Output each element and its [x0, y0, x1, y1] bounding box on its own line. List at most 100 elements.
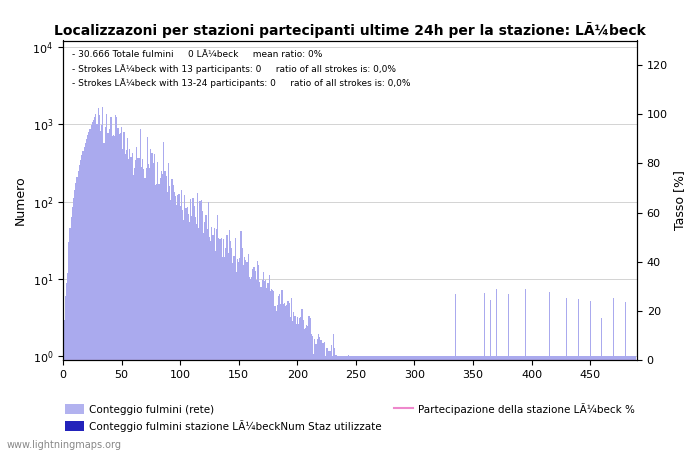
- Bar: [436, 356, 438, 450]
- Bar: [622, 356, 624, 450]
- Bar: [86, 139, 87, 450]
- Text: www.lightningmaps.org: www.lightningmaps.org: [7, 440, 122, 450]
- Bar: [266, 288, 267, 450]
- Bar: [585, 356, 586, 450]
- Bar: [292, 321, 293, 450]
- Bar: [260, 287, 262, 450]
- Bar: [236, 272, 237, 450]
- Bar: [384, 356, 386, 450]
- Bar: [64, 320, 65, 450]
- Bar: [553, 356, 554, 450]
- Bar: [307, 326, 309, 450]
- Bar: [516, 356, 517, 450]
- Bar: [216, 229, 217, 450]
- Bar: [417, 356, 419, 450]
- Bar: [349, 356, 351, 450]
- Bar: [312, 337, 313, 450]
- Bar: [537, 356, 538, 450]
- Bar: [607, 356, 608, 450]
- Bar: [69, 229, 71, 450]
- Bar: [568, 356, 570, 450]
- Bar: [300, 317, 302, 450]
- Bar: [175, 196, 176, 450]
- Bar: [123, 132, 125, 450]
- Bar: [337, 356, 339, 450]
- Bar: [514, 356, 516, 450]
- Bar: [134, 168, 135, 450]
- Bar: [132, 153, 133, 450]
- Bar: [545, 356, 546, 450]
- Bar: [536, 356, 537, 450]
- Partecipazione della stazione LÃ¼beck %: [344, 357, 352, 363]
- Bar: [81, 155, 83, 450]
- Bar: [440, 356, 441, 450]
- Bar: [67, 273, 69, 450]
- Bar: [554, 356, 556, 450]
- Bar: [162, 174, 163, 450]
- Bar: [491, 356, 492, 450]
- Bar: [535, 356, 536, 450]
- Bar: [454, 356, 455, 450]
- Bar: [128, 159, 130, 450]
- Bar: [286, 305, 287, 450]
- Bar: [287, 301, 288, 450]
- Bar: [100, 131, 101, 450]
- Bar: [101, 125, 102, 450]
- Bar: [522, 356, 523, 450]
- Bar: [624, 302, 626, 450]
- Bar: [356, 356, 358, 450]
- Bar: [422, 356, 423, 450]
- Bar: [95, 114, 97, 450]
- Bar: [570, 356, 572, 450]
- Bar: [272, 290, 273, 450]
- Bar: [464, 356, 466, 450]
- Bar: [361, 356, 363, 450]
- Bar: [165, 176, 167, 450]
- Bar: [267, 283, 269, 450]
- Partecipazione della stazione LÃ¼beck %: [631, 357, 639, 363]
- Bar: [566, 298, 567, 450]
- Bar: [155, 185, 156, 450]
- Bar: [125, 154, 126, 450]
- Bar: [547, 356, 549, 450]
- Bar: [316, 339, 318, 450]
- Bar: [372, 356, 373, 450]
- Bar: [620, 356, 621, 450]
- Bar: [73, 198, 74, 450]
- Bar: [265, 280, 266, 450]
- Bar: [512, 356, 513, 450]
- Bar: [283, 304, 284, 450]
- Bar: [304, 328, 305, 450]
- Bar: [93, 120, 94, 450]
- Bar: [186, 208, 187, 450]
- Bar: [127, 138, 128, 450]
- Bar: [429, 356, 430, 450]
- Bar: [560, 356, 561, 450]
- Bar: [542, 356, 543, 450]
- Bar: [224, 257, 225, 450]
- Bar: [161, 171, 162, 450]
- Bar: [234, 238, 236, 450]
- Bar: [116, 117, 118, 450]
- Bar: [183, 220, 184, 450]
- Partecipazione della stazione LÃ¼beck %: [600, 357, 608, 363]
- Bar: [461, 356, 462, 450]
- Bar: [264, 281, 265, 450]
- Bar: [325, 356, 326, 450]
- Bar: [617, 356, 619, 450]
- Bar: [285, 306, 286, 450]
- Bar: [196, 225, 197, 450]
- Bar: [456, 356, 457, 450]
- Bar: [552, 356, 553, 450]
- Bar: [467, 356, 468, 450]
- Bar: [279, 294, 280, 450]
- Bar: [78, 171, 79, 450]
- Bar: [108, 133, 109, 450]
- Bar: [256, 280, 257, 450]
- Partecipazione della stazione LÃ¼beck %: [394, 357, 402, 363]
- Bar: [509, 356, 510, 450]
- Bar: [403, 356, 405, 450]
- Bar: [85, 143, 86, 450]
- Bar: [599, 356, 600, 450]
- Bar: [492, 356, 493, 450]
